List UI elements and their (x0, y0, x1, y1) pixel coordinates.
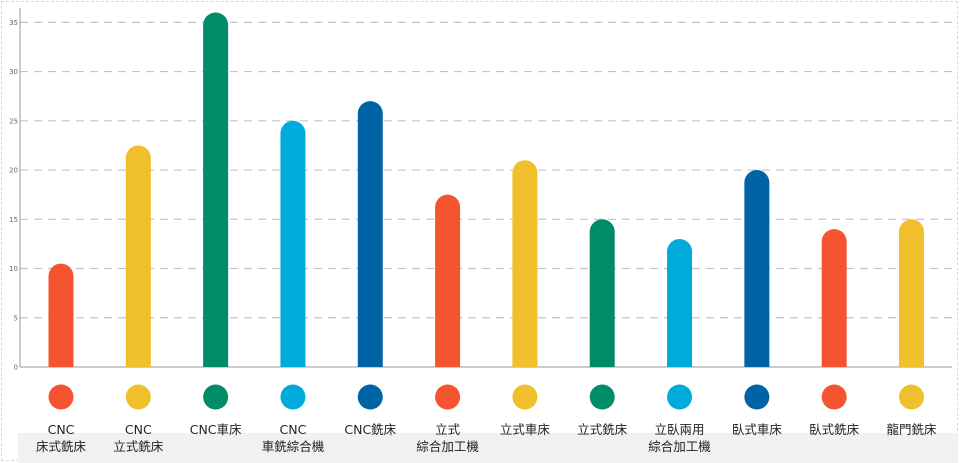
x-category-label: 龍門銑床 (886, 422, 937, 437)
category-dot (203, 384, 229, 410)
bar (512, 160, 538, 367)
x-category-label: 立式車床 (500, 422, 551, 437)
bar (203, 12, 229, 367)
category-dot (667, 384, 693, 410)
category-dot (435, 384, 461, 410)
category-dot (744, 384, 770, 410)
bar (357, 101, 383, 367)
x-category-label: 臥式車床 (732, 422, 783, 437)
x-category-label: 立式綜合加工機 (416, 422, 479, 454)
category-dot (589, 384, 615, 410)
bar (48, 263, 74, 367)
category-dot (125, 384, 151, 410)
category-dot (899, 384, 924, 410)
bar (280, 120, 306, 368)
y-tick-label: 30 (9, 68, 18, 76)
y-tick-label: 0 (14, 364, 18, 372)
y-tick-label: 20 (9, 167, 18, 175)
bar (667, 238, 693, 367)
x-category-label: CNC 立式銑床 (113, 422, 164, 454)
bar (744, 170, 770, 367)
bar (589, 219, 615, 367)
bar (821, 229, 847, 367)
x-category-label: 立式銑床 (577, 422, 628, 437)
category-dot (512, 384, 538, 410)
x-category-label: CNC 車銑綜合機 (262, 422, 325, 454)
category-dot (48, 384, 74, 410)
x-category-label: CNC車床 (190, 422, 242, 437)
y-tick-label: 35 (9, 19, 18, 27)
y-tick-label: 5 (14, 314, 18, 322)
x-category-label: CNC銑床 (344, 422, 396, 437)
category-dot (280, 384, 306, 410)
y-tick-label: 10 (9, 265, 18, 273)
y-tick-label: 25 (9, 117, 18, 125)
x-category-label: CNC 床式銑床 (36, 422, 87, 454)
bar (899, 219, 924, 367)
x-category-label: 立臥兩用綜合加工機 (648, 422, 711, 454)
bar (125, 145, 151, 367)
x-category-label: 臥式銑床 (809, 422, 860, 437)
category-dot (821, 384, 847, 410)
category-label-band (18, 433, 958, 463)
y-tick-label: 15 (9, 216, 18, 224)
category-dot (357, 384, 383, 410)
bar (435, 194, 461, 367)
